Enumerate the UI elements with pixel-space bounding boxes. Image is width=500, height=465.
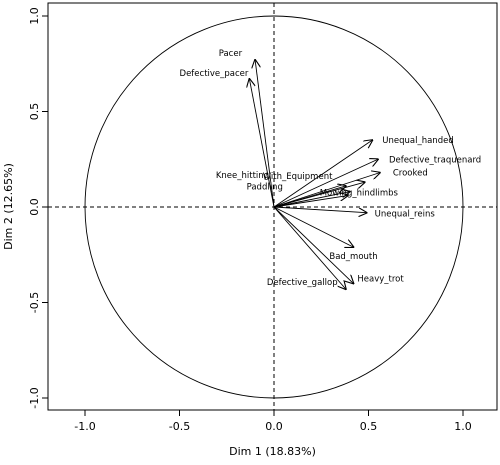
- vector-mowing-hindlimbs: [273, 196, 348, 208]
- x-tick-label: 1.0: [454, 420, 472, 433]
- y-tick-label: -1.0: [28, 387, 41, 408]
- y-tick-label: 0.0: [28, 198, 41, 216]
- vector-label-heavy-trot: Heavy_trot: [357, 274, 404, 284]
- vector-label-defective-pacer: Defective_pacer: [180, 69, 249, 79]
- vector-label-unequal-reins: Unequal_reins: [375, 210, 436, 220]
- x-axis-title: Dim 1 (18.83%): [229, 445, 316, 458]
- vector-label-defective-traquenard: Defective_traquenard: [389, 155, 481, 165]
- vector-bad-mouth: [273, 206, 353, 247]
- plot-area: [47, 2, 498, 411]
- y-tick-label: -0.5: [28, 292, 41, 313]
- vector-label-paddling: Paddling: [247, 183, 283, 193]
- vector-paddling: [273, 192, 350, 208]
- y-axis-title: Dim 2 (12.65%): [2, 163, 15, 250]
- vector-label-crooked: Crooked: [393, 169, 428, 179]
- vector-knee-hitting: [273, 186, 346, 208]
- vector-label-defective-gallop: Defective_gallop: [267, 278, 338, 288]
- x-tick-label: 0.5: [360, 420, 378, 433]
- x-tick-label: -1.0: [74, 420, 95, 433]
- vector-unequal-reins: [273, 206, 367, 213]
- vector-label-pacer: Pacer: [219, 49, 243, 59]
- vector-defective-gallop: [273, 206, 346, 289]
- vector-label-with-equipment: With_Equipment: [263, 172, 333, 182]
- variable-vectors: Pacer Defective_pacer Unequal_handed Defect…: [180, 49, 481, 289]
- vector-label-knee-hitting: Knee_hitting: [216, 171, 269, 181]
- vector-pacer: [255, 60, 275, 208]
- vector-defective-pacer: [249, 79, 275, 208]
- axes: -1.0 -0.5 0.0 0.5 1.0 -1.0 -0.5 0.0 0.5 1.0: [28, 7, 472, 433]
- vector-label-bad-mouth: Bad_mouth: [329, 252, 377, 262]
- y-tick-label: 0.5: [28, 103, 41, 121]
- y-tick-label: 1.0: [28, 7, 41, 25]
- x-tick-label: 0.0: [265, 420, 283, 433]
- vector-unequal-handed: [273, 140, 372, 208]
- vector-heavy-trot: [273, 206, 353, 283]
- vector-label-mowing-hindlimbs: Mowing_hindlimbs: [320, 189, 399, 199]
- vector-label-unequal-handed: Unequal_handed: [382, 136, 453, 146]
- vector-defective-traquenard: [273, 159, 378, 208]
- vector-crooked: [273, 173, 380, 208]
- x-tick-label: -0.5: [169, 420, 190, 433]
